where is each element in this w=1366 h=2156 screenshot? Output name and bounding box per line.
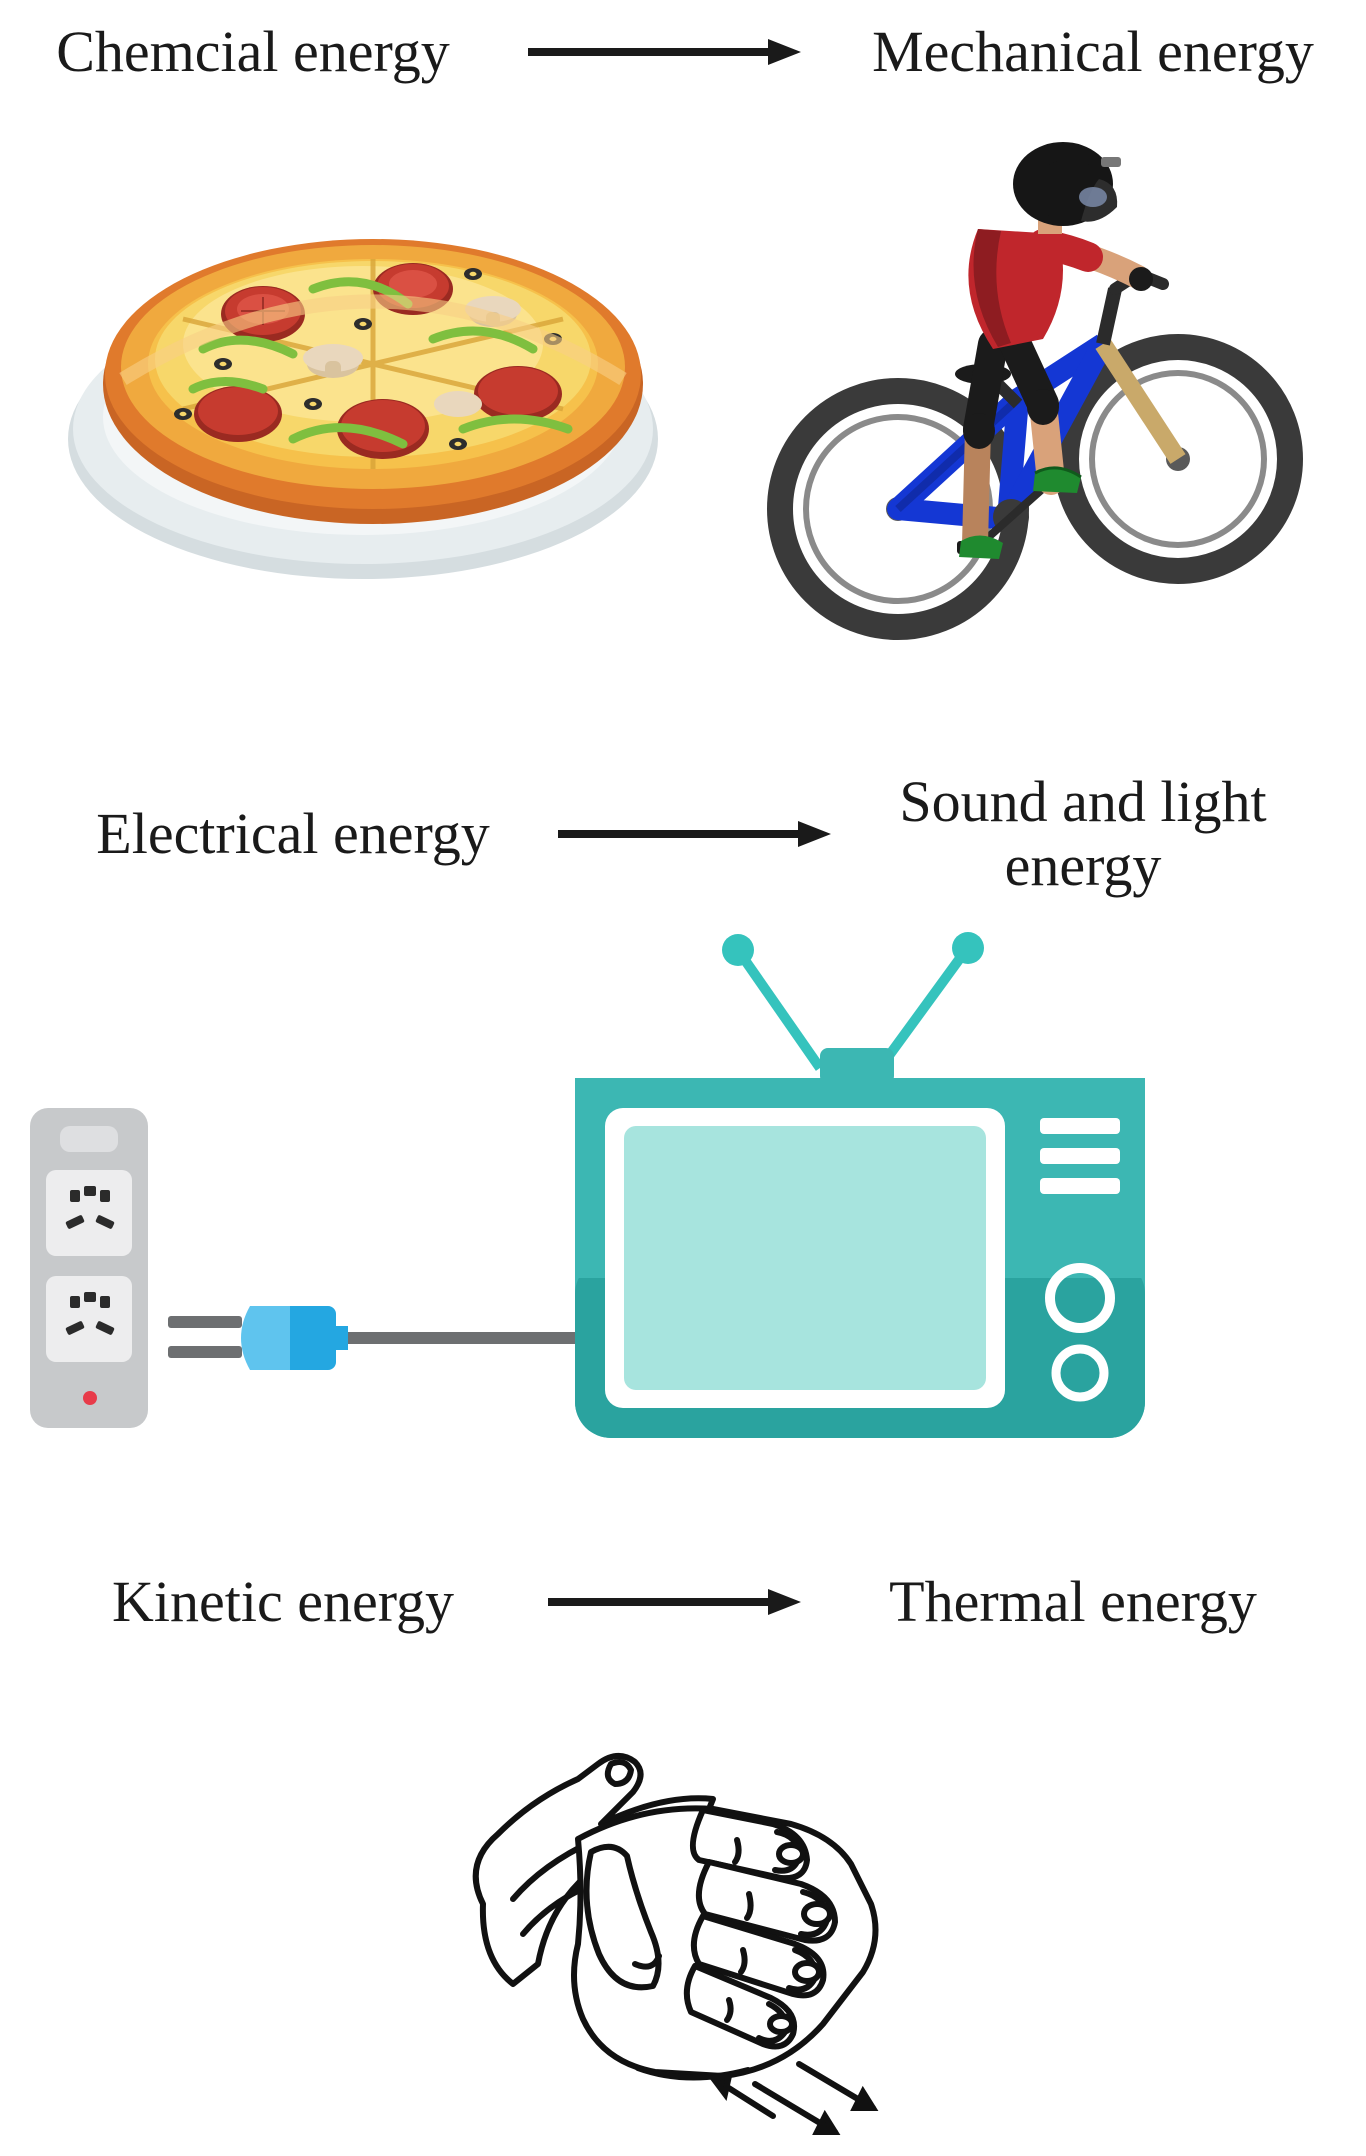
- section-kinetic-to-thermal: Kinetic energy Thermal energy: [0, 1570, 1366, 2144]
- image-row-1: [0, 89, 1366, 649]
- label-left-2: Electrical energy: [63, 802, 523, 866]
- cyclist-illustration: [743, 89, 1303, 649]
- pizza-illustration: [63, 139, 683, 599]
- header-row-2: Electrical energy Sound and light energy: [0, 770, 1366, 898]
- arrow-icon: [543, 1582, 803, 1622]
- power-and-tv-illustration: [0, 898, 1366, 1458]
- header-row-1: Chemcial energy Mechanical energy: [0, 20, 1366, 84]
- section-electrical-to-soundlight: Electrical energy Sound and light energy: [0, 770, 1366, 1458]
- arrow-icon: [523, 32, 803, 72]
- arrow-icon: [553, 814, 833, 854]
- rubbing-hands-illustration: [403, 1664, 963, 2144]
- plug-icon: [168, 1306, 348, 1370]
- header-row-3: Kinetic energy Thermal energy: [0, 1570, 1366, 1634]
- label-right-1: Mechanical energy: [843, 20, 1343, 84]
- television-icon: [575, 932, 1145, 1438]
- label-left-3: Kinetic energy: [63, 1570, 503, 1634]
- label-left-1: Chemcial energy: [23, 20, 483, 84]
- section-chemical-to-mechanical: Chemcial energy Mechanical energy: [0, 20, 1366, 649]
- label-right-3: Thermal energy: [843, 1570, 1303, 1634]
- label-right-2: Sound and light energy: [863, 770, 1303, 898]
- power-strip-icon: [30, 1108, 148, 1428]
